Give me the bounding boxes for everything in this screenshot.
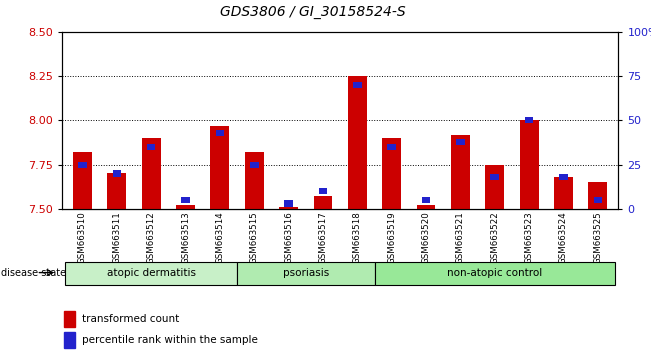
Text: GSM663522: GSM663522 xyxy=(490,211,499,264)
Text: GSM663511: GSM663511 xyxy=(113,211,121,264)
Text: GSM663513: GSM663513 xyxy=(181,211,190,264)
Bar xyxy=(78,161,87,168)
Text: GSM663519: GSM663519 xyxy=(387,211,396,264)
Bar xyxy=(382,138,401,209)
Bar xyxy=(417,205,436,209)
Bar xyxy=(142,138,161,209)
Text: percentile rank within the sample: percentile rank within the sample xyxy=(82,335,258,345)
Bar xyxy=(181,197,190,203)
Bar xyxy=(589,182,607,209)
Bar xyxy=(65,262,237,285)
Bar xyxy=(353,82,361,88)
Bar xyxy=(107,173,126,209)
Bar xyxy=(215,130,224,136)
Bar xyxy=(559,174,568,180)
Bar xyxy=(64,332,75,348)
Bar xyxy=(237,262,374,285)
Bar xyxy=(525,117,533,124)
Text: GSM663523: GSM663523 xyxy=(525,211,534,264)
Bar xyxy=(319,188,327,194)
Bar xyxy=(314,196,333,209)
Bar xyxy=(147,144,156,150)
Text: GSM663512: GSM663512 xyxy=(146,211,156,264)
Bar xyxy=(374,262,615,285)
Text: GSM663520: GSM663520 xyxy=(422,211,430,264)
Bar xyxy=(279,207,298,209)
Text: GSM663517: GSM663517 xyxy=(318,211,327,264)
Bar xyxy=(422,197,430,203)
Text: GSM663518: GSM663518 xyxy=(353,211,362,264)
Text: GSM663514: GSM663514 xyxy=(215,211,225,264)
Text: GSM663516: GSM663516 xyxy=(284,211,293,264)
Bar xyxy=(284,200,293,207)
Text: GSM663515: GSM663515 xyxy=(250,211,258,264)
Bar xyxy=(348,76,367,209)
Bar xyxy=(245,152,264,209)
Text: transformed count: transformed count xyxy=(82,314,179,324)
Text: GSM663510: GSM663510 xyxy=(78,211,87,264)
Text: GSM663524: GSM663524 xyxy=(559,211,568,264)
Bar xyxy=(456,138,465,145)
Bar xyxy=(250,161,258,168)
Text: psoriasis: psoriasis xyxy=(283,268,329,279)
Bar xyxy=(176,205,195,209)
Text: disease state: disease state xyxy=(1,268,66,278)
Bar xyxy=(490,174,499,180)
Text: GSM663525: GSM663525 xyxy=(593,211,602,264)
Bar xyxy=(387,144,396,150)
Bar xyxy=(554,177,573,209)
Bar xyxy=(210,126,229,209)
Bar xyxy=(594,197,602,203)
Bar xyxy=(485,165,505,209)
Text: atopic dermatitis: atopic dermatitis xyxy=(107,268,196,279)
Text: GDS3806 / GI_30158524-S: GDS3806 / GI_30158524-S xyxy=(219,5,406,19)
Bar xyxy=(64,311,75,327)
Text: non-atopic control: non-atopic control xyxy=(447,268,542,279)
Bar xyxy=(73,152,92,209)
Bar xyxy=(519,120,538,209)
Bar xyxy=(451,135,470,209)
Bar xyxy=(113,170,121,177)
Text: GSM663521: GSM663521 xyxy=(456,211,465,264)
